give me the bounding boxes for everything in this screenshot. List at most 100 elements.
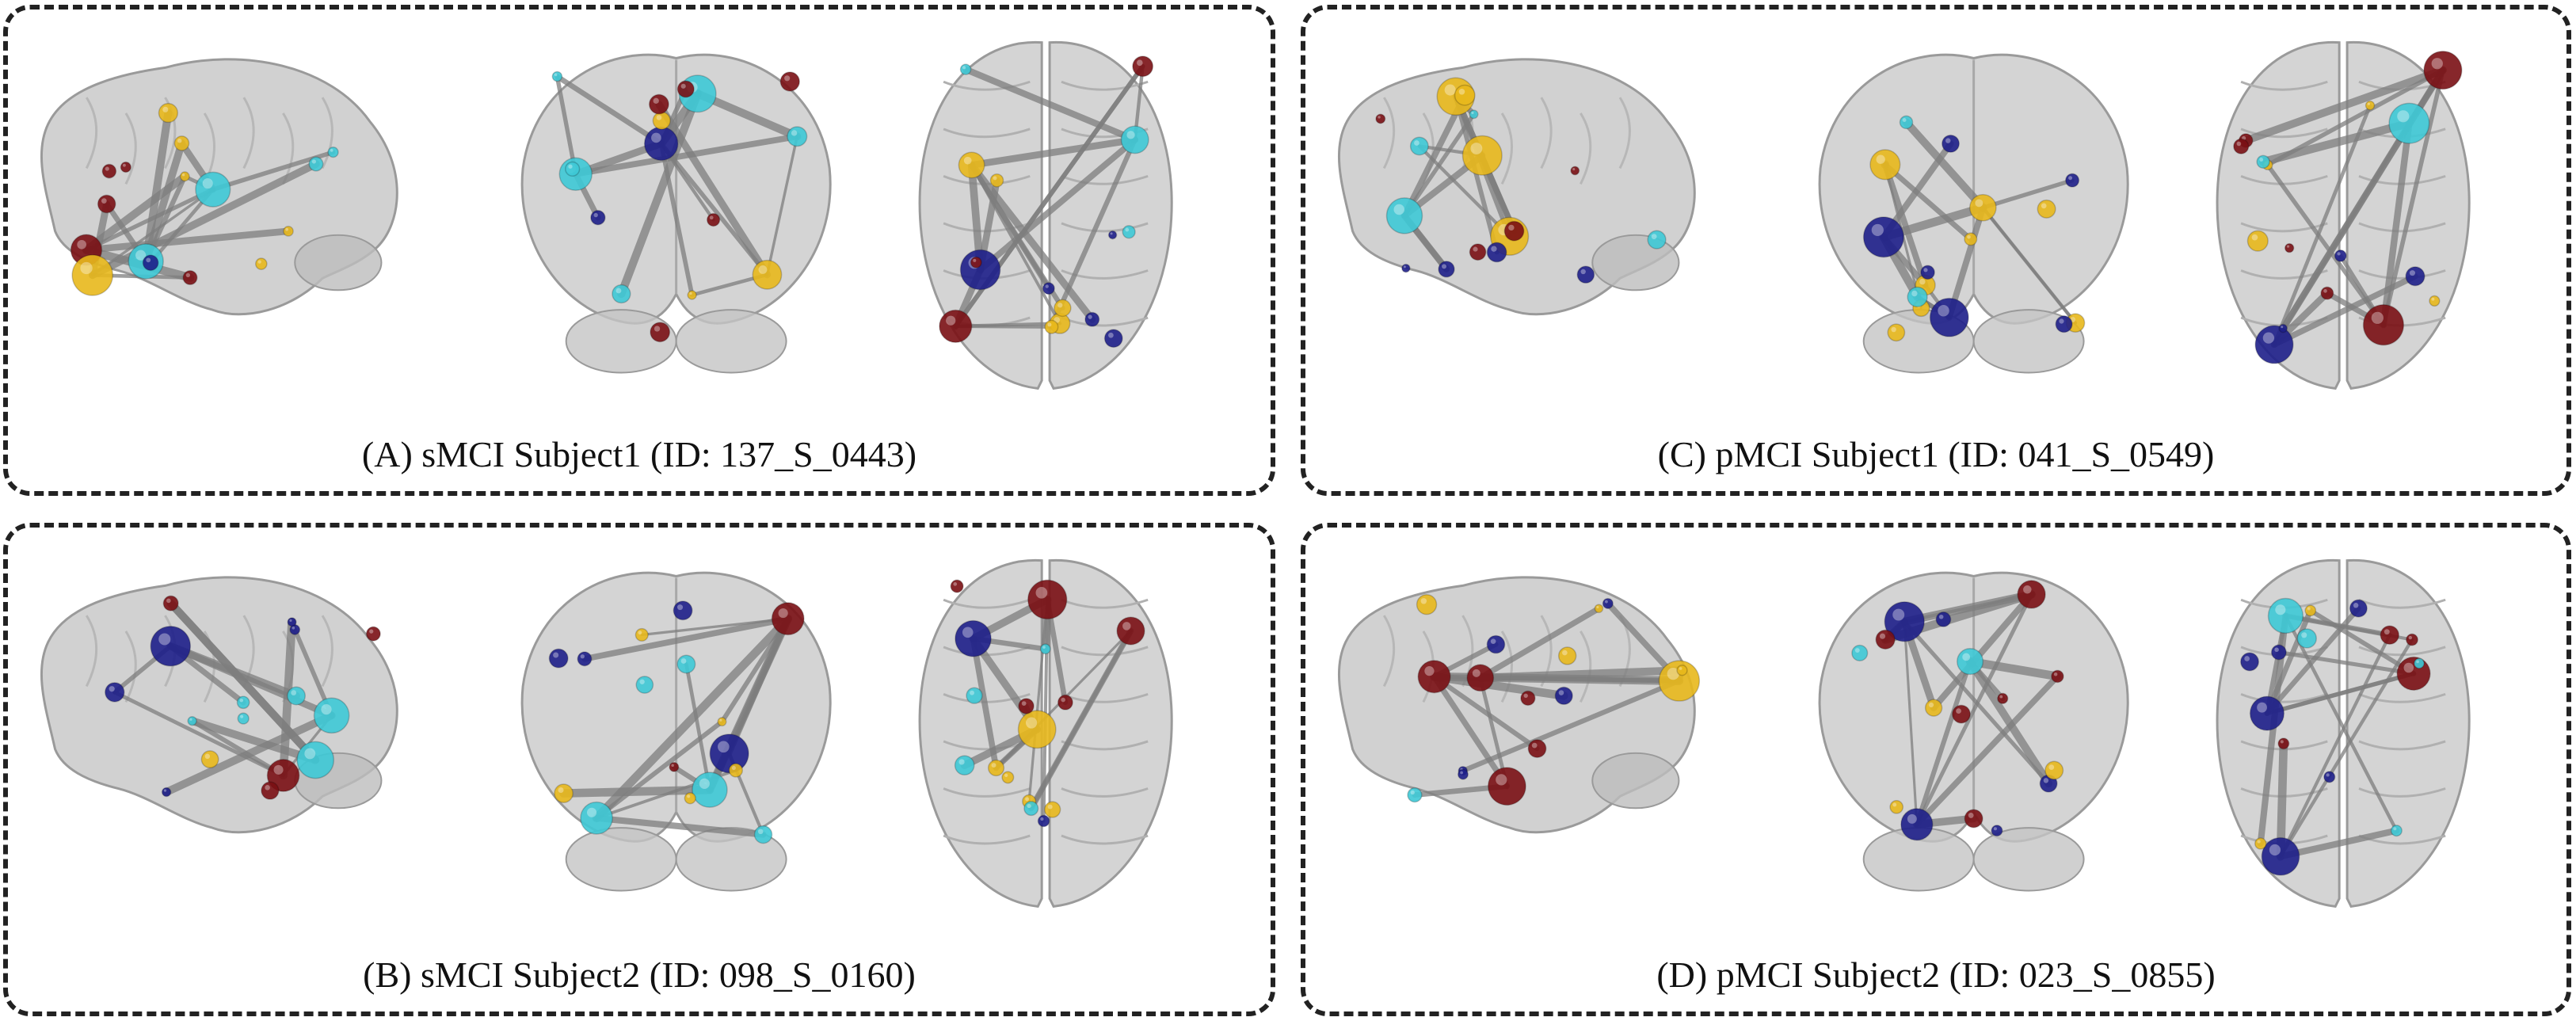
panel-c-sagittal-node [1385,197,1423,234]
panel-c-axial-edge [2381,67,2445,328]
panel-c-caption: (C) pMCI Subject1 (ID: 041_S_0549) [1657,434,2215,474]
panel-a-coronal-node [706,212,721,227]
panel-b-axial-node [1017,710,1057,749]
panel-d-coronal-node [1956,648,1984,676]
panel-c-sagittal-node [1503,220,1525,242]
panel-c-sagittal-node [1454,84,1476,106]
panel-b-axial-node [1043,801,1061,818]
panel-b-sagittal-node [365,626,381,642]
panel-b-sagittal-node [296,741,335,779]
panel-d-coronal-view [1818,571,2129,892]
panel-a-sagittal-edge [82,227,292,253]
panel-a-axial-node [970,256,982,269]
panel-b-coronal-node [634,627,649,642]
panel-c-axial-node [2320,286,2334,300]
panel-d-axial-edge [2277,827,2400,860]
panel-a-coronal-edge [655,100,772,279]
panel-d-sagittal-node [1658,660,1701,702]
panel-d-axial-node [2396,656,2431,691]
panel-c-sagittal-node [1409,136,1429,156]
panel-c-sagittal-node [1438,261,1455,278]
panel-d-coronal-node [1935,611,1952,627]
panel-d-axial-edge [2264,605,2361,716]
panel-a-coronal-node [648,93,669,115]
panel-a-sagittal-node [179,171,190,182]
panel-c-sagittal-edge [1401,92,1469,219]
panel-d-coronal-edge [1930,591,2035,711]
panel-d-sagittal-node [1527,739,1547,759]
panel-b-sagittal-edge [188,717,320,764]
panel-c-coronal-node [1869,149,1901,181]
panel-b-coronal-node [577,651,593,667]
panel-b-coronal-node [580,801,613,835]
panel-a-axial-edge [1049,137,1137,330]
panel-c-coronal-view [1818,53,2129,374]
panel-c-axial-edge [2272,103,2372,347]
axial-left-hemisphere [918,559,1043,908]
panel-c-coronal-node [1920,265,1935,280]
panel-a-sagittal-node [195,171,231,208]
panel-a-axial-node [1120,125,1149,154]
panel-b-coronal-edge [684,662,712,792]
panel-d-coronal-edge [1966,657,2053,788]
panel-b-coronal-edge [594,719,725,821]
panel-d-axial-node [2390,825,2403,837]
panel-c-axial-node [2284,242,2295,253]
panel-c-sagittal-view [1337,58,1696,316]
panel-d-sagittal-node [1557,646,1577,665]
panel-d-axial-node [2380,625,2400,645]
panel-c-sagittal-node [1486,242,1507,263]
panel-d-axial-edge [2278,633,2391,859]
panel-c-coronal-edge [1882,162,1974,242]
panel-b-sagittal-node [237,712,250,725]
panel-b-coronal-edge [593,814,767,838]
panel-b-coronal-edge [581,615,791,662]
panel-d-axial-node [2323,771,2336,783]
panel-c-sagittal-node [1401,263,1411,273]
panel-a-sagittal-node [120,161,131,173]
panel-a-coronal-edge [765,135,799,276]
panel-d-sagittal-edge [1477,605,1602,681]
panel-a-sagittal-view [40,58,398,316]
panel-b-sagittal-node [287,686,307,706]
panel-d-sagittal-node [1554,686,1573,706]
panel-c-axial-node [2362,304,2405,346]
panel-b-sagittal-view [40,576,398,834]
panel-b-axial-node [1027,579,1068,620]
panel-c-sagittal-node [1469,243,1487,261]
panel-a-axial-node [1042,282,1055,295]
panel-d-brain-views [1337,559,2471,908]
panel-d-coronal-node [1924,699,1943,717]
panel-d-coronal-edge [1965,657,2062,681]
panel-a-sagittal-edge [84,187,215,253]
panel-c-sagittal-node [1576,265,1595,284]
panel-b-coronal-node [554,783,574,803]
panel-a-coronal-node [590,209,606,226]
panel-d-sagittal-node [1602,597,1614,609]
panel-b-axial-node [1057,694,1073,711]
panel-b-coronal-node [728,763,744,778]
panel-d-sagittal-node [1416,593,1438,615]
panel-d-coronal-edge [1915,592,2034,827]
panel-a-coronal-node [687,290,697,300]
panel-b-coronal-node [753,825,773,844]
panel-d-axial-edge [2265,671,2416,716]
panel-a-axial-edge [977,136,1138,273]
panel-d-coronal-node [2044,760,2064,780]
panel-a-axial-view [918,41,1173,390]
panel-a-sagittal-node [283,226,294,237]
panel-c-axial-node [2233,138,2250,154]
panel-b-axial-node [1001,771,1015,784]
panel-d-coronal-node [1951,704,1971,724]
panel-c-axial-node [2278,323,2288,333]
panel-c-coronal-node [2055,315,2073,333]
panel-c-axial-edge [2242,66,2447,145]
panel-c-axial-node [2334,249,2347,262]
panel-a-coronal-node [787,126,808,147]
panel-a-coronal-edge [572,133,801,177]
panel-b-coronal-view [520,571,832,892]
panel-b-axial-node [966,687,983,704]
panel-d-axial-edge [2277,650,2416,676]
panel-b-coronal-node [717,717,727,727]
panel-d-axial-node [2267,597,2304,634]
